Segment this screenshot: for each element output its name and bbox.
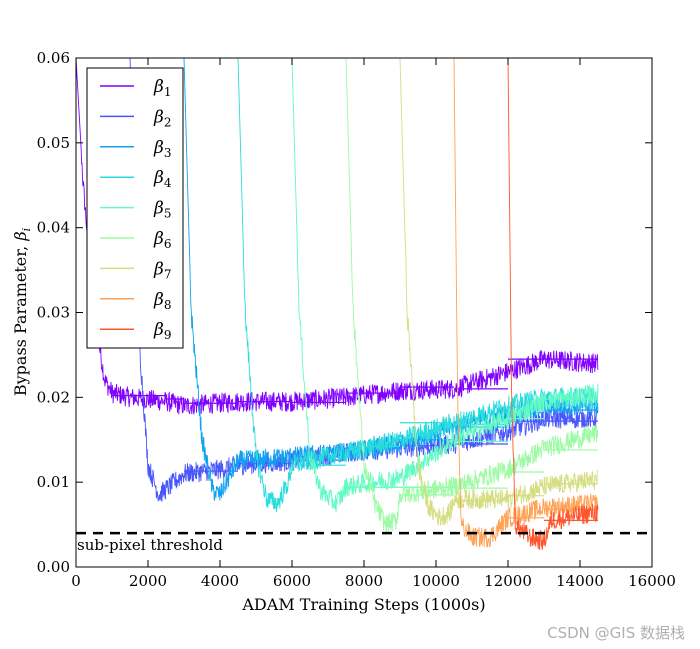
series-9 [507, 58, 599, 551]
y-axis-label-symbol: β [11, 231, 30, 241]
series-1-plateau-line [112, 358, 598, 404]
y-tick-label: 0.02 [37, 388, 70, 406]
y-tick-label: 0.01 [37, 473, 70, 491]
x-axis-label: ADAM Training Steps (1000s) [241, 595, 485, 614]
series-5 [291, 58, 599, 513]
series-6 [345, 58, 599, 535]
series-5-trained-line [291, 58, 599, 513]
x-tick-label: 6000 [273, 572, 311, 590]
series-6-trained-line [345, 58, 599, 535]
legend-label-2: β2 [153, 107, 171, 129]
x-tick-label: 16000 [628, 572, 676, 590]
series-2-trained-line [129, 58, 599, 502]
y-tick-label: 0.03 [37, 304, 70, 322]
series-8-trained-line [453, 58, 599, 548]
series-3 [183, 58, 599, 501]
series-7-trained-line [399, 58, 599, 526]
x-tick-label: 0 [71, 572, 81, 590]
y-tick-label: 0.06 [37, 49, 70, 67]
series-2 [129, 58, 599, 502]
series-5-plateau-line [346, 398, 598, 488]
legend-label-5: β5 [153, 199, 171, 221]
legend-label-7: β7 [153, 259, 171, 281]
watermark-text: CSDN @GIS 数据栈 [547, 624, 685, 642]
legend-label-3: β3 [153, 138, 171, 160]
x-tick-label: 4000 [201, 572, 239, 590]
series-4 [237, 58, 599, 513]
threshold-label: sub-pixel threshold [77, 536, 223, 554]
x-tick-label: 12000 [484, 572, 532, 590]
series-lines [76, 58, 599, 551]
legend-label-6: β6 [153, 229, 171, 251]
y-tick-label: 0.05 [37, 134, 70, 152]
x-tick-label: 8000 [345, 572, 383, 590]
legend-label-1: β1 [153, 77, 171, 99]
legend: β1 β2 β3 β4 β5 β6 β7 β8 β9 [86, 67, 184, 349]
series-9-trained-line [507, 58, 599, 551]
legend-label-8: β8 [153, 290, 171, 312]
axis-ticks: 0 2000 4000 6000 8000 10000 12000 14000 16000 0.0… [37, 49, 676, 590]
y-axis-label-subscript: i [20, 228, 33, 232]
series-4-plateau-line [292, 405, 598, 466]
y-tick-label: 0.00 [37, 558, 70, 576]
x-tick-label: 2000 [129, 572, 167, 590]
series-7-plateau-line [454, 483, 598, 502]
legend-label-4: β4 [153, 168, 172, 190]
series-3-trained-line [183, 58, 599, 501]
y-tick-label: 0.04 [37, 219, 70, 237]
x-tick-label: 10000 [412, 572, 460, 590]
series-7 [399, 58, 599, 526]
y-axis-label: Bypass Parameter, βi [11, 228, 33, 396]
x-tick-label: 14000 [556, 572, 604, 590]
legend-label-9: β9 [153, 320, 171, 342]
y-axis-label-text: Bypass Parameter, [11, 241, 30, 396]
